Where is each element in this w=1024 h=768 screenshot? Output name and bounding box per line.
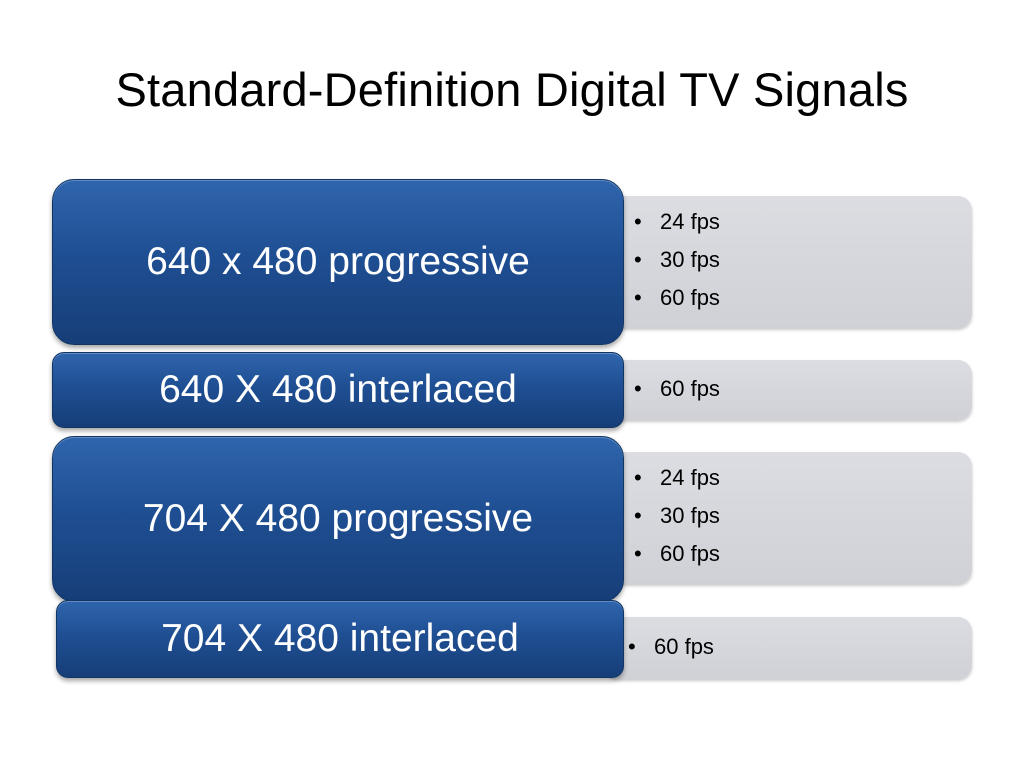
bullet-icon: • <box>634 209 642 234</box>
fps-panel <box>605 452 972 584</box>
format-label: 704 X 480 interlaced <box>161 617 519 660</box>
fps-item: • 24 fps <box>634 203 720 241</box>
fps-item: • 60 fps <box>634 535 720 573</box>
slide-title: Standard-Definition Digital TV Signals <box>115 63 909 116</box>
bullet-icon: • <box>634 285 642 310</box>
fps-item: • 60 fps <box>628 628 714 666</box>
format-box: 640 x 480 progressive <box>52 179 624 345</box>
format-label: 640 x 480 progressive <box>146 240 530 283</box>
format-label: 704 X 480 progressive <box>142 497 534 540</box>
format-label: 640 X 480 interlaced <box>159 368 517 411</box>
fps-item: • 60 fps <box>634 370 720 408</box>
fps-list: • 60 fps <box>628 628 714 666</box>
format-box: 640 X 480 interlaced <box>52 352 624 428</box>
fps-item: • 30 fps <box>634 497 720 535</box>
format-box: 704 X 480 progressive <box>52 436 624 602</box>
bullet-icon: • <box>634 503 642 528</box>
fps-item: • 24 fps <box>634 459 720 497</box>
fps-item: • 60 fps <box>634 279 720 317</box>
bullet-icon: • <box>634 247 642 272</box>
fps-item: • 30 fps <box>634 241 720 279</box>
bullet-icon: • <box>634 376 642 401</box>
fps-list: • 24 fps • 30 fps • 60 fps <box>634 459 720 573</box>
fps-list: • 60 fps <box>634 370 720 408</box>
fps-panel <box>605 360 972 420</box>
bullet-icon: • <box>628 634 636 659</box>
bullet-icon: • <box>634 465 642 490</box>
bullet-icon: • <box>634 541 642 566</box>
fps-panel <box>605 617 972 679</box>
fps-panel <box>605 196 972 328</box>
fps-list: • 24 fps • 30 fps • 60 fps <box>634 203 720 317</box>
format-box: 704 X 480 interlaced <box>56 600 624 678</box>
